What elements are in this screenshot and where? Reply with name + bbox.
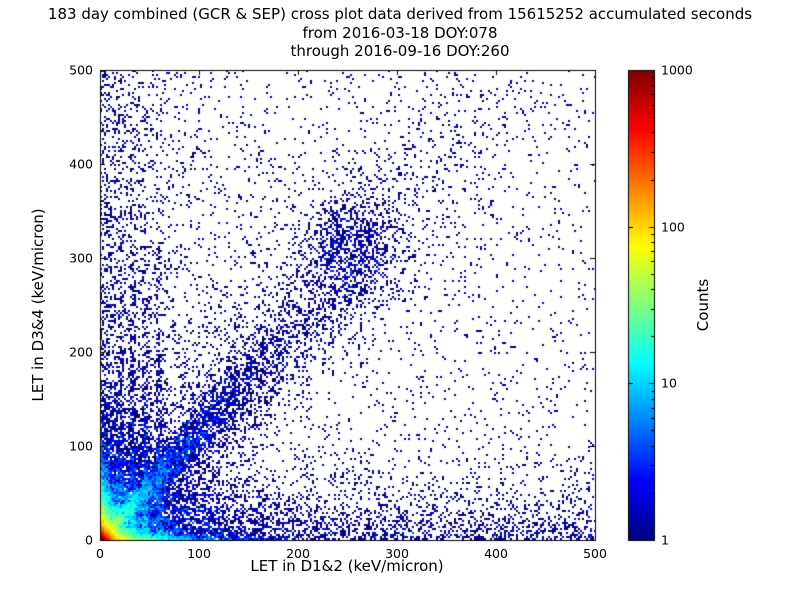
x-axis-label: LET in D1&2 (keV/micron) [250,557,444,575]
y-tick-label: 400 [69,156,93,172]
colorbar-tick-label: 1 [661,532,669,548]
chart-title: 183 day combined (GCR & SEP) cross plot … [47,5,753,23]
x-tick-label: 0 [96,546,104,561]
y-axis-label: LET in D3&4 (keV/micron) [29,208,47,402]
x-tick-label: 100 [187,546,211,561]
y-tick-label: 200 [69,344,93,360]
x-tick-label: 400 [484,546,508,561]
y-tick-label: 100 [69,438,93,454]
y-tick-label: 0 [85,532,93,548]
y-tick-label: 300 [69,250,93,266]
colorbar-tick-label: 1000 [661,62,693,78]
colorbar-label: Counts [694,278,712,332]
x-tick-label: 300 [385,546,409,561]
y-tick-label: 500 [69,62,93,78]
chart-subtitle-through: through 2016-09-16 DOY:260 [290,42,510,60]
x-tick-label: 500 [583,546,607,561]
colorbar-tick-label: 100 [661,219,685,235]
colorbar-tick-label: 10 [661,375,677,391]
x-tick-label: 200 [286,546,310,561]
chart-subtitle-from: from 2016-03-18 DOY:078 [302,24,498,42]
